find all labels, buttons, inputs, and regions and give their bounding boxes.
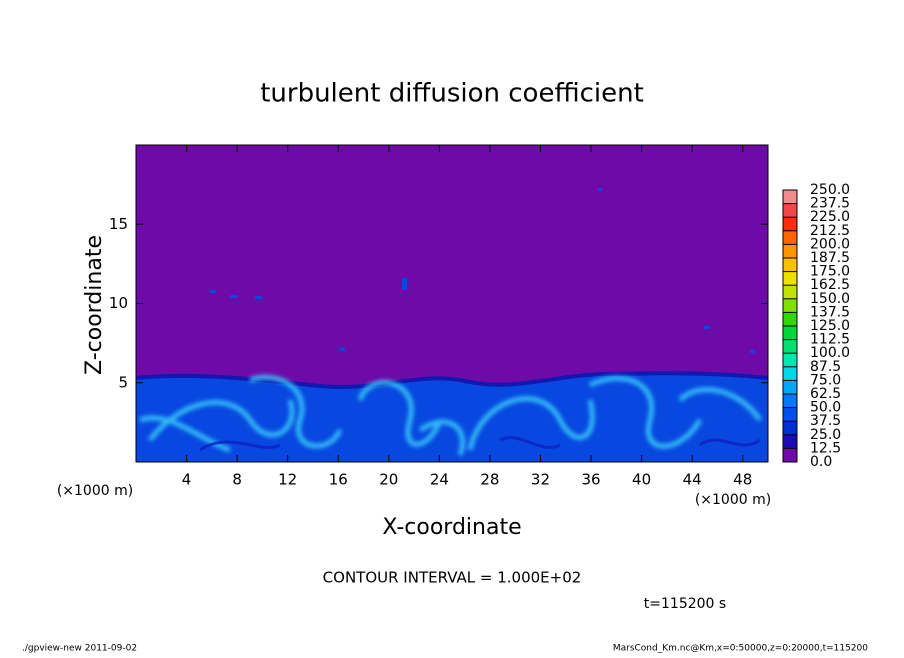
colorbar-label: 50.0 (810, 400, 841, 416)
y-tick-label: 15 (109, 215, 128, 233)
colorbar-label: 162.5 (810, 277, 850, 293)
specks (210, 188, 755, 353)
colorbar-bin (783, 285, 797, 299)
y-axis-title: Z-coordinate (82, 235, 107, 375)
colorbar-label: 212.5 (810, 223, 850, 239)
colorbar-bin (783, 407, 797, 422)
chart-title: turbulent diffusion coefficient (260, 79, 644, 109)
colorbar-bin (783, 448, 797, 462)
x-axis-unit: (×1000 m) (695, 492, 771, 508)
colorbar-bin (783, 203, 797, 218)
colorbar-bin (783, 434, 797, 449)
colorbar-bin (783, 271, 797, 286)
colorbar-bin (783, 244, 797, 258)
colorbar-label: 225.0 (810, 209, 850, 225)
colorbar-bin (783, 339, 797, 354)
x-tick-label: 28 (480, 471, 499, 489)
colorbar-label: 0.0 (810, 454, 832, 470)
colorbar-label: 12.5 (810, 440, 841, 456)
x-axis-title: X-coordinate (382, 515, 521, 540)
footer-right: MarsCond_Km.nc@Km,x=0:50000,z=0:20000,t=… (613, 644, 868, 654)
colorbar-bin (783, 380, 797, 394)
field (136, 188, 768, 462)
colorbar-bin (783, 394, 797, 408)
y-tick-label: 5 (118, 373, 128, 391)
x-tick-label: 36 (581, 471, 600, 489)
x-tick-label: 44 (683, 471, 702, 489)
x-tick-label: 48 (733, 471, 752, 489)
colorbar-label: 237.5 (810, 196, 850, 212)
colorbar-label: 100.0 (810, 345, 850, 361)
colorbar-label: 250.0 (810, 182, 850, 198)
x-tick-label: 16 (329, 471, 348, 489)
colorbar-bin (783, 230, 797, 245)
x-tick-label: 40 (632, 471, 651, 489)
colorbar-frame (782, 189, 798, 463)
footer-left: ./gpview-new 2011-09-02 (22, 644, 137, 654)
colorbar-label: 112.5 (810, 332, 850, 348)
eddies (199, 436, 761, 452)
time-label: t=115200 s (644, 596, 726, 612)
x-tick-label: 20 (379, 471, 398, 489)
colorbar-bin (783, 366, 797, 381)
colorbar-bin (783, 190, 797, 204)
colorbar-label: 75.0 (810, 372, 841, 388)
colorbar-bin (783, 312, 797, 326)
colorbar-label: 187.5 (810, 250, 850, 266)
colorbar-bin (783, 421, 797, 435)
colorbar-label: 150.0 (810, 291, 850, 307)
colorbar-label: 200.0 (810, 236, 850, 252)
colorbar-label: 62.5 (810, 386, 841, 402)
turbulent-layer (136, 373, 768, 462)
x-tick-label: 8 (232, 471, 242, 489)
colorbar-bin (783, 217, 797, 231)
contour-interval: CONTOUR INTERVAL = 1.000E+02 (323, 569, 582, 587)
swirls (139, 374, 763, 456)
y-axis-unit: (×1000 m) (57, 483, 133, 499)
colorbar-label: 175.0 (810, 264, 850, 280)
colorbar-label: 37.5 (810, 413, 841, 429)
colorbar-label: 137.5 (810, 304, 850, 320)
colorbar-bin (783, 258, 797, 272)
colorbar-bin (783, 326, 797, 340)
colorbar-label: 25.0 (810, 427, 841, 443)
x-tick-label: 24 (430, 471, 449, 489)
x-tick-label: 4 (182, 471, 192, 489)
colorbar-label: 87.5 (810, 359, 841, 375)
colorbar-label: 125.0 (810, 318, 850, 334)
colorbar-bin (783, 298, 797, 313)
y-tick-label: 10 (109, 294, 128, 312)
x-tick-label: 32 (531, 471, 550, 489)
x-tick-label: 12 (278, 471, 297, 489)
colorbar-bin (783, 353, 797, 367)
